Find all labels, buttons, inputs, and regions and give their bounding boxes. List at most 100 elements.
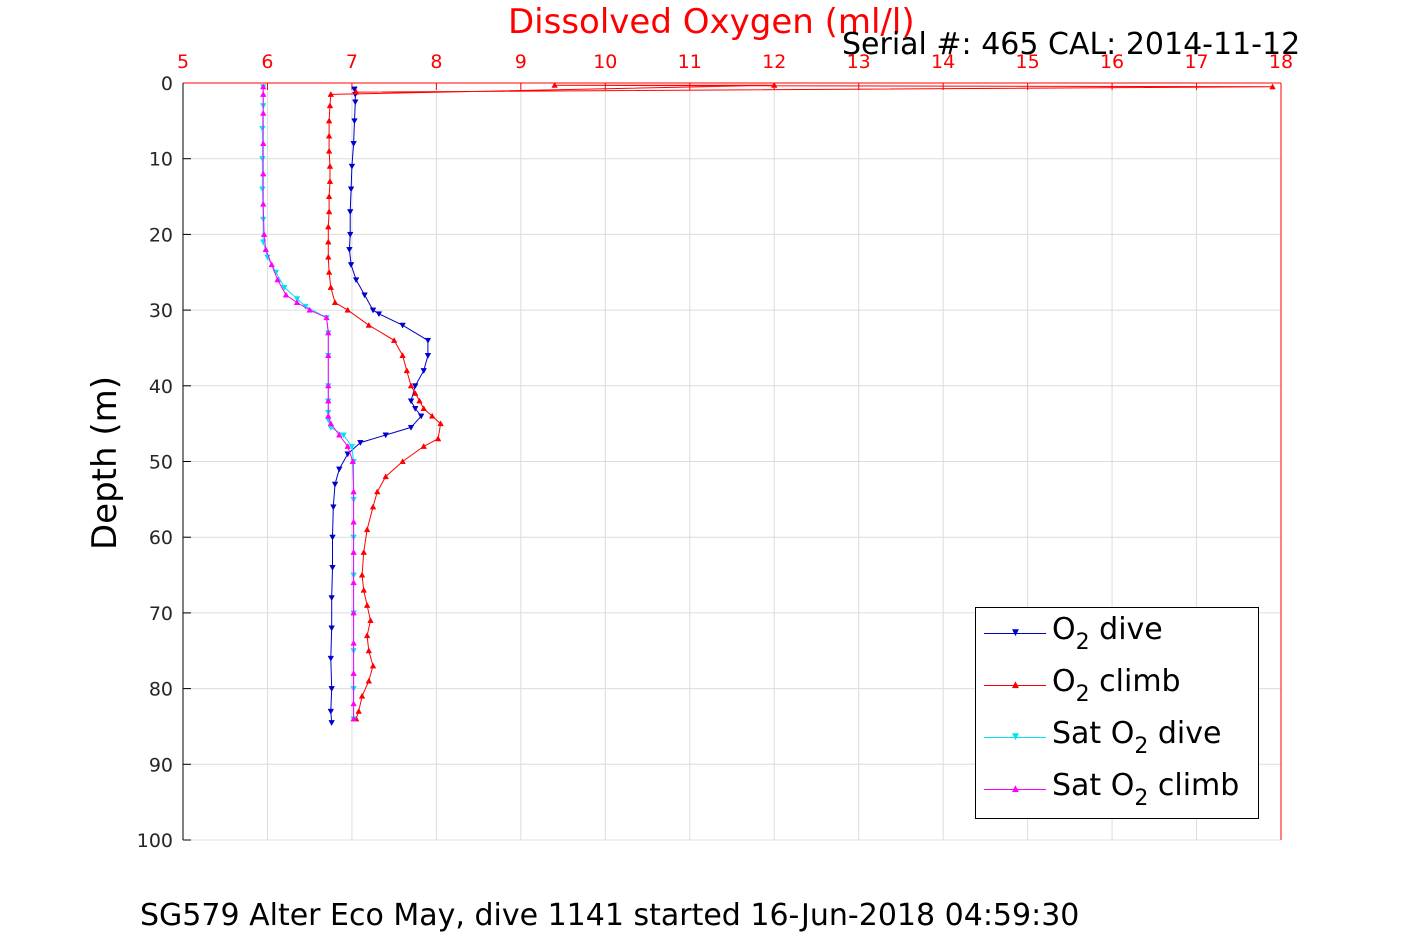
data-point-4: [325, 382, 332, 389]
data-point-2: [360, 586, 367, 593]
data-point-1: [344, 451, 351, 458]
x-tick-label: 5: [177, 51, 189, 73]
data-point-2: [416, 397, 423, 404]
data-point-4: [282, 291, 290, 298]
data-point-2: [344, 306, 351, 313]
dive-caption: SG579 Alter Eco May, dive 1141 started 1…: [140, 898, 1080, 933]
data-point-2: [358, 692, 366, 699]
legend-item-o2-climb: ▲ O2 climb: [976, 660, 1260, 712]
data-point-1: [327, 655, 335, 662]
data-point-4: [260, 231, 268, 237]
legend-line: [984, 685, 1046, 686]
data-point-2: [434, 435, 442, 442]
data-point-1: [420, 368, 427, 374]
legend-marker-icon: ▼: [1012, 732, 1019, 742]
data-point-4: [344, 443, 351, 449]
data-point-4: [268, 261, 275, 268]
axes: 5 6 7 8 9 10 11 12 13 14 15 16 17 18 0 10 20 30 40 50 60 70 80…: [137, 51, 1293, 852]
series-line-4: [262, 86, 355, 719]
data-point-1: [417, 413, 425, 420]
data-point-2: [326, 102, 334, 109]
data-point-1: [347, 262, 355, 268]
data-point-2: [412, 390, 419, 396]
data-point-4: [260, 83, 267, 90]
data-point-1: [329, 564, 336, 571]
data-point-2: [437, 420, 444, 427]
x-tick-label: 12: [762, 51, 786, 73]
data-point-1: [350, 141, 357, 147]
data-point-1: [412, 406, 419, 412]
data-point-3: [293, 296, 301, 303]
data-point-2: [358, 571, 366, 578]
data-point-1: [329, 534, 336, 541]
x-tick-label: 7: [346, 51, 358, 73]
x-tick-label: 10: [593, 51, 617, 73]
data-point-4: [260, 170, 267, 177]
data-point-2: [407, 382, 415, 389]
data-point-1: [407, 398, 415, 405]
data-point-4: [325, 352, 332, 359]
data-point-4: [350, 549, 357, 555]
data-point-4: [260, 140, 267, 147]
y-tick-label: 0: [161, 73, 173, 95]
data-point-2: [355, 707, 362, 714]
data-point-4: [350, 715, 357, 722]
data-point-2: [326, 178, 334, 184]
data-point-4: [274, 276, 281, 283]
data-point-1: [328, 720, 335, 726]
data-point-2: [325, 223, 332, 230]
x-tick-label: 11: [678, 51, 702, 73]
data-point-4: [260, 91, 267, 97]
y-tick-label: 100: [137, 830, 173, 852]
data-point-1: [352, 277, 360, 284]
legend-marker-icon: ▼: [1012, 628, 1019, 638]
data-point-1: [352, 99, 359, 106]
legend-item-sat-o2-dive: ▼ Sat O2 dive: [976, 712, 1260, 764]
data-point-2: [369, 662, 377, 669]
y-tick-label: 30: [149, 300, 173, 322]
data-point-4: [325, 397, 332, 404]
data-point-4: [260, 109, 267, 116]
data-point-2: [360, 549, 367, 555]
y-tick-label: 50: [149, 452, 173, 474]
legend-line: [984, 789, 1046, 790]
data-point-1: [382, 432, 389, 439]
legend-label: Sat O2 climb: [1052, 768, 1240, 811]
data-point-3: [259, 186, 266, 193]
data-point-1: [328, 686, 335, 692]
data-point-2: [390, 337, 398, 343]
x-tick-label: 14: [931, 51, 955, 73]
chart-legend: ▼ O2 dive ▲ O2 climb ▼ Sat O2 dive ▲ Sat…: [975, 607, 1259, 819]
x-tick-label: 15: [1016, 51, 1040, 73]
data-point-1: [336, 466, 343, 473]
data-point-2: [771, 81, 778, 88]
y-tick-label: 40: [149, 376, 173, 398]
legend-item-sat-o2-climb: ▲ Sat O2 climb: [976, 764, 1260, 816]
x-tick-label: 13: [847, 51, 871, 73]
data-point-1: [351, 118, 358, 125]
y-axis-label: Depth (m): [85, 375, 125, 551]
legend-label: O2 dive: [1052, 612, 1163, 655]
data-point-2: [327, 284, 335, 290]
data-point-1: [347, 231, 354, 238]
data-point-4: [350, 579, 357, 586]
y-tick-label: 90: [149, 754, 173, 776]
x-tick-label: 8: [430, 51, 442, 73]
data-point-2: [374, 488, 381, 495]
x-tick-label: 9: [515, 51, 527, 73]
data-point-1: [412, 383, 419, 390]
data-point-1: [424, 353, 432, 359]
data-point-4: [306, 306, 313, 313]
x-tick-label: 17: [1184, 51, 1208, 73]
data-point-2: [327, 91, 335, 97]
legend-marker-icon: ▲: [1012, 680, 1019, 690]
data-point-2: [551, 81, 558, 88]
data-point-2: [363, 632, 371, 639]
data-point-4: [325, 329, 332, 336]
data-point-4: [293, 299, 301, 306]
data-point-1: [331, 481, 339, 488]
data-point-3: [259, 125, 266, 132]
chart-title: Dissolved Oxygen (ml/l): [508, 2, 915, 42]
legend-label: Sat O2 dive: [1052, 716, 1222, 759]
